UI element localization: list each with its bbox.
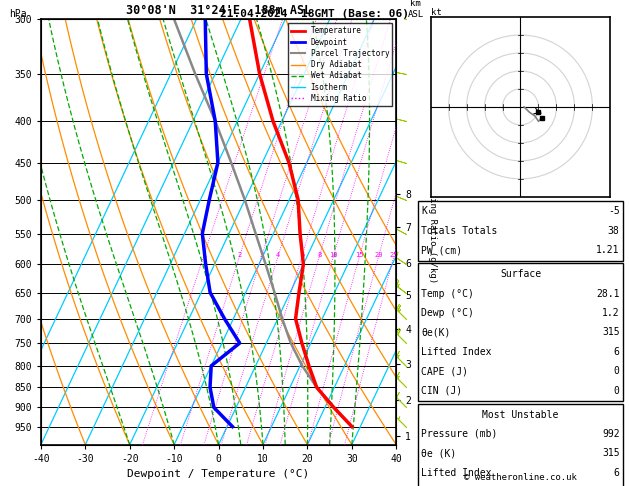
Text: 6: 6 — [614, 468, 620, 478]
Y-axis label: Mixing Ratio (g/kg): Mixing Ratio (g/kg) — [428, 181, 437, 283]
Text: 20: 20 — [375, 252, 383, 259]
Text: km
ASL: km ASL — [408, 0, 424, 18]
Text: 1.2: 1.2 — [602, 308, 620, 318]
Text: 315: 315 — [602, 449, 620, 458]
Text: CIN (J): CIN (J) — [421, 386, 462, 396]
Legend: Temperature, Dewpoint, Parcel Trajectory, Dry Adiabat, Wet Adiabat, Isotherm, Mi: Temperature, Dewpoint, Parcel Trajectory… — [288, 23, 392, 106]
Text: 15: 15 — [355, 252, 364, 259]
Text: 992: 992 — [602, 429, 620, 439]
Text: -5: -5 — [608, 207, 620, 216]
Text: 8: 8 — [318, 252, 322, 259]
Text: 21.04.2024  18GMT (Base: 06): 21.04.2024 18GMT (Base: 06) — [220, 9, 409, 19]
Text: © weatheronline.co.uk: © weatheronline.co.uk — [464, 473, 577, 482]
Text: 0: 0 — [614, 366, 620, 376]
Text: 6: 6 — [614, 347, 620, 357]
Text: 38: 38 — [608, 226, 620, 236]
Text: 0: 0 — [614, 386, 620, 396]
Text: θe (K): θe (K) — [421, 449, 457, 458]
Text: Most Unstable: Most Unstable — [482, 410, 559, 419]
Text: θe(K): θe(K) — [421, 328, 451, 337]
Text: K: K — [421, 207, 427, 216]
Title: 30°08'N  31°24'E  188m ASL: 30°08'N 31°24'E 188m ASL — [126, 4, 311, 17]
Text: 2: 2 — [238, 252, 242, 259]
Text: hPa: hPa — [9, 9, 26, 18]
Text: Temp (°C): Temp (°C) — [421, 289, 474, 298]
Text: 315: 315 — [602, 328, 620, 337]
Text: 3: 3 — [260, 252, 264, 259]
Text: 25: 25 — [390, 252, 398, 259]
Text: Pressure (mb): Pressure (mb) — [421, 429, 498, 439]
Text: Totals Totals: Totals Totals — [421, 226, 498, 236]
Text: 4: 4 — [276, 252, 281, 259]
Text: 28.1: 28.1 — [596, 289, 620, 298]
Text: Lifted Index: Lifted Index — [421, 347, 492, 357]
Text: 1.21: 1.21 — [596, 245, 620, 255]
Text: 10: 10 — [330, 252, 338, 259]
Text: kt: kt — [431, 8, 442, 17]
Text: Dewp (°C): Dewp (°C) — [421, 308, 474, 318]
Text: PW (cm): PW (cm) — [421, 245, 462, 255]
Text: CAPE (J): CAPE (J) — [421, 366, 469, 376]
Text: Lifted Index: Lifted Index — [421, 468, 492, 478]
X-axis label: Dewpoint / Temperature (°C): Dewpoint / Temperature (°C) — [128, 469, 309, 479]
Text: 1: 1 — [202, 252, 206, 259]
Text: Surface: Surface — [500, 269, 541, 279]
Text: 6: 6 — [300, 252, 304, 259]
